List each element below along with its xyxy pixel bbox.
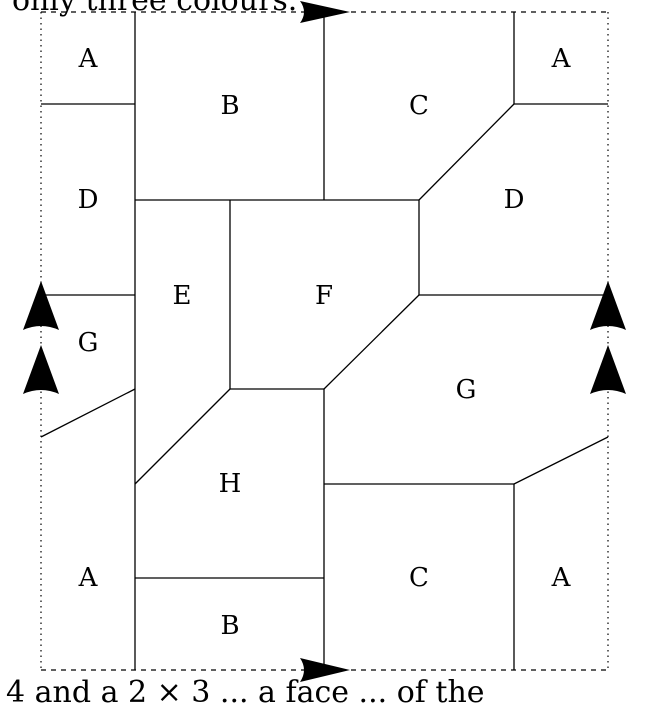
region-label-c: C [409, 91, 429, 121]
boundary-line [40, 388, 136, 438]
region-label-e: E [173, 281, 192, 311]
region-label-a: A [78, 563, 99, 593]
region-label-b: B [220, 611, 239, 641]
boundary-line [323, 294, 420, 390]
region-label-c: C [409, 563, 429, 593]
bottom-edge-arrow-icon [300, 658, 350, 682]
region-label-a: A [551, 44, 572, 74]
region-label-a: A [551, 563, 572, 593]
region-label-f: F [315, 281, 333, 311]
right-edge-arrow-icon [590, 345, 626, 394]
region-boundaries [40, 12, 609, 670]
left-edge-arrow-icon [23, 345, 59, 394]
left-edge-arrow-icon [23, 281, 59, 330]
region-label-a: A [78, 44, 99, 74]
boundary-line [513, 436, 609, 485]
region-label-g: G [78, 328, 99, 358]
region-label-d: D [504, 185, 525, 215]
region-label-h: H [219, 469, 242, 499]
region-label-d: D [78, 185, 99, 215]
right-edge-arrow-icon [590, 281, 626, 330]
boundary-line [418, 103, 515, 201]
region-label-g: G [456, 375, 477, 405]
region-label-b: B [220, 91, 239, 121]
top-edge-arrow-icon [300, 1, 350, 23]
boundary-line [134, 388, 231, 485]
